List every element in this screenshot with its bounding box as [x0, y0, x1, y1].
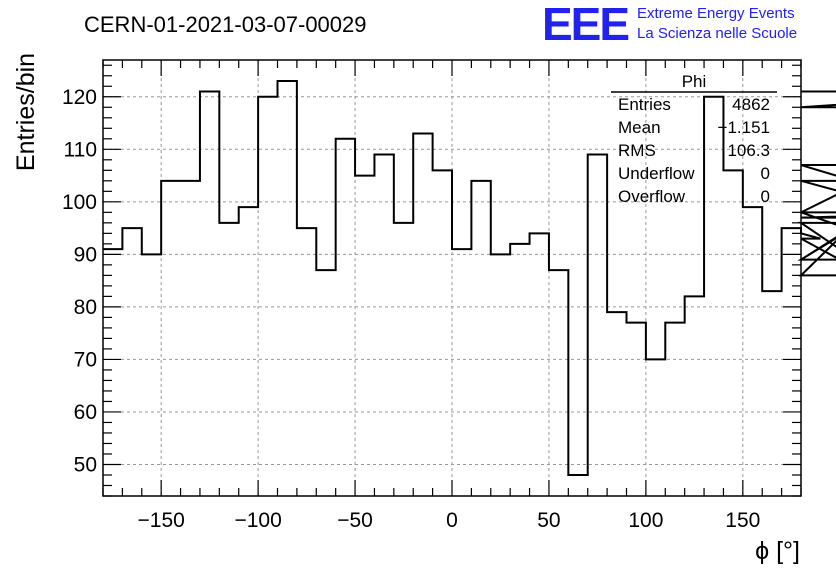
y-tick-label: 80 — [74, 296, 97, 319]
logo-line-1: Extreme Energy Events — [637, 5, 795, 22]
y-tick-label: 120 — [62, 86, 97, 109]
stats-value: 0 — [761, 187, 770, 206]
histogram-outline — [103, 80, 836, 476]
grid-lines — [103, 60, 801, 496]
stats-label: RMS — [618, 141, 656, 160]
y-tick-label: 90 — [74, 243, 97, 266]
y-axis-label: Entries/bin — [12, 53, 40, 171]
y-tick-label: 100 — [62, 191, 97, 214]
stats-title: Phi — [682, 72, 707, 91]
x-tick-label: 100 — [628, 509, 663, 532]
x-tick-label: 150 — [725, 509, 760, 532]
x-tick-label: 50 — [537, 509, 560, 532]
stats-label: Overflow — [618, 187, 686, 206]
stats-value: 106.3 — [727, 141, 770, 160]
axis-ticks — [102, 60, 802, 497]
y-tick-label: 50 — [74, 453, 97, 476]
stats-label: Entries — [618, 95, 671, 114]
x-tick-labels: −150 −100 −50 0 50 100 150 — [138, 509, 761, 532]
x-tick-label: −100 — [234, 509, 281, 532]
y-tick-label: 70 — [74, 348, 97, 371]
run-title: CERN-01-2021-03-07-00029 — [84, 12, 367, 37]
x-tick-label: −50 — [337, 509, 373, 532]
stats-label: Underflow — [618, 164, 695, 183]
stats-label: Mean — [618, 118, 661, 137]
y-tick-label: 110 — [64, 138, 97, 161]
x-axis-label: ϕ [°] — [755, 537, 800, 565]
eee-logo-mark: EEE — [542, 0, 628, 50]
stats-value: 0 — [761, 164, 770, 183]
stats-value: 4862 — [732, 95, 770, 114]
logo-line-2: La Scienza nelle Scuole — [637, 25, 797, 42]
stats-value: −1.151 — [718, 118, 770, 137]
y-tick-labels: 50 60 70 80 90 100 110 120 — [62, 86, 97, 477]
x-tick-label: 0 — [446, 509, 458, 532]
stats-rows: Entries 4862 Mean −1.151 RMS 106.3 Underflow 0 O… — [618, 95, 770, 206]
stats-box: Phi Entries 4862 Mean −1.151 RMS 106.3 Underfl… — [611, 72, 777, 206]
x-tick-label: −150 — [138, 509, 185, 532]
y-tick-label: 60 — [74, 401, 97, 424]
